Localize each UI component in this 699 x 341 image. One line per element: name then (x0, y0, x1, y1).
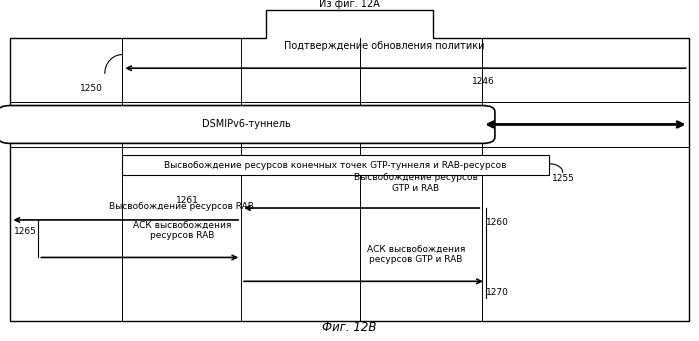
Text: 1255: 1255 (552, 174, 575, 183)
Text: Высвобождение ресурсов
GTP и RAB: Высвобождение ресурсов GTP и RAB (354, 173, 478, 193)
FancyBboxPatch shape (0, 106, 495, 143)
Text: 1261: 1261 (176, 196, 199, 205)
Text: Высвобождение ресурсов конечных точек GTP-туннеля и RAB-ресурсов: Высвобождение ресурсов конечных точек GT… (164, 161, 507, 170)
Text: 1260: 1260 (486, 218, 509, 227)
Text: 1246: 1246 (472, 77, 495, 86)
Text: DSMIPv6-туннель: DSMIPv6-туннель (202, 119, 291, 130)
Text: Из фиг. 12А: Из фиг. 12А (319, 0, 380, 9)
Text: АСК высвобождения
ресурсов GTP и RAB: АСК высвобождения ресурсов GTP и RAB (367, 245, 465, 264)
Text: 1250: 1250 (80, 84, 103, 92)
Text: Фиг. 12В: Фиг. 12В (322, 321, 377, 334)
Text: 1270: 1270 (486, 288, 509, 297)
Text: Высвобождение ресурсов RAB: Высвобождение ресурсов RAB (109, 203, 254, 211)
Text: АСК высвобождения
ресурсов RAB: АСК высвобождения ресурсов RAB (133, 221, 231, 240)
FancyBboxPatch shape (122, 155, 549, 175)
Text: Подтверждение обновления политики: Подтверждение обновления политики (284, 41, 484, 51)
Text: 1265: 1265 (14, 227, 37, 236)
